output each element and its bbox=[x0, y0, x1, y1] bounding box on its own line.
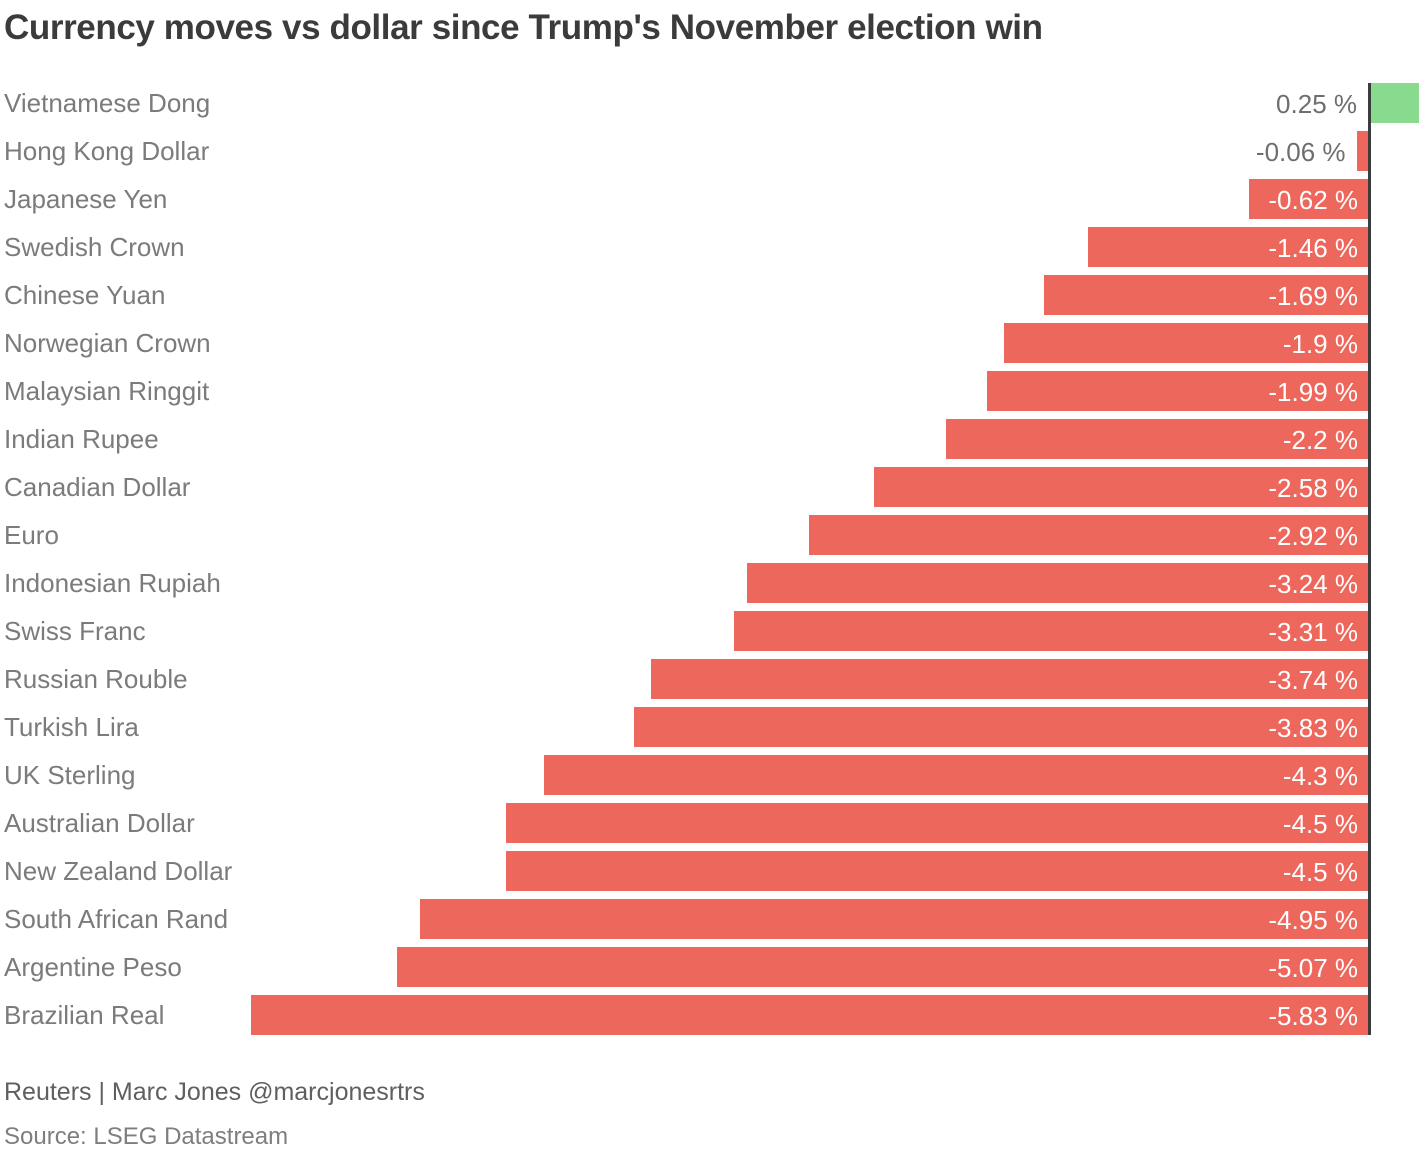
category-label: Norwegian Crown bbox=[4, 328, 211, 358]
category-label: Indonesian Rupiah bbox=[4, 568, 221, 598]
value-label: -3.74 % bbox=[1268, 665, 1358, 695]
category-label: Hong Kong Dollar bbox=[4, 136, 210, 166]
category-label: Canadian Dollar bbox=[4, 472, 191, 502]
bar bbox=[747, 563, 1368, 603]
category-label: Swedish Crown bbox=[4, 232, 185, 262]
value-label: 0.25 % bbox=[1276, 89, 1357, 119]
category-label: South African Rand bbox=[4, 904, 229, 934]
category-label: Argentine Peso bbox=[4, 952, 182, 982]
chart-row: Japanese Yen -0.62 % bbox=[0, 179, 1420, 219]
value-label: -1.9 % bbox=[1282, 329, 1358, 359]
category-label: Malaysian Ringgit bbox=[4, 376, 210, 406]
chart-row: Chinese Yuan -1.69 % bbox=[0, 275, 1420, 315]
value-label: -2.58 % bbox=[1268, 473, 1358, 503]
value-label: -0.06 % bbox=[1255, 137, 1346, 167]
chart-row: Euro -2.92 % bbox=[0, 515, 1420, 555]
category-label: Indian Rupee bbox=[4, 424, 159, 454]
bar bbox=[946, 419, 1368, 459]
bar bbox=[873, 467, 1368, 507]
chart-row: Brazilian Real -5.83 % bbox=[0, 995, 1420, 1035]
value-label: -5.83 % bbox=[1268, 1001, 1358, 1031]
bar bbox=[1003, 323, 1368, 363]
chart-row: Vietnamese Dong 0.25 % bbox=[0, 83, 1420, 123]
category-label: Russian Rouble bbox=[4, 664, 188, 694]
value-label: -5.07 % bbox=[1268, 953, 1358, 983]
value-label: -4.5 % bbox=[1282, 809, 1358, 839]
chart-title: Currency moves vs dollar since Trump's N… bbox=[4, 8, 1043, 47]
bar bbox=[733, 611, 1368, 651]
category-label: Japanese Yen bbox=[4, 184, 168, 214]
value-label: -0.62 % bbox=[1268, 185, 1358, 215]
chart-row: Turkish Lira -3.83 % bbox=[0, 707, 1420, 747]
chart-row: Indian Rupee -2.2 % bbox=[0, 419, 1420, 459]
bar bbox=[808, 515, 1368, 555]
chart-row: New Zealand Dollar -4.5 % bbox=[0, 851, 1420, 891]
chart-row: Indonesian Rupiah -3.24 % bbox=[0, 563, 1420, 603]
bar bbox=[986, 371, 1368, 411]
chart-row: Swedish Crown -1.46 % bbox=[0, 227, 1420, 267]
bar bbox=[1088, 227, 1368, 267]
source-credit: Source: LSEG Datastream bbox=[4, 1123, 289, 1150]
value-label: -4.95 % bbox=[1268, 905, 1358, 935]
bar bbox=[1371, 83, 1419, 123]
byline: Reuters | Marc Jones @marcjonesrtrs bbox=[4, 1078, 425, 1106]
category-label: Australian Dollar bbox=[4, 808, 195, 838]
bar bbox=[1356, 131, 1368, 171]
chart-row: Russian Rouble -3.74 % bbox=[0, 659, 1420, 699]
chart-row: Argentine Peso -5.07 % bbox=[0, 947, 1420, 987]
chart-row: Malaysian Ringgit -1.99 % bbox=[0, 371, 1420, 411]
chart-row: Hong Kong Dollar -0.06 % bbox=[0, 131, 1420, 171]
value-label: -4.3 % bbox=[1282, 761, 1358, 791]
zero-axis-line bbox=[1368, 83, 1371, 1035]
chart-row: South African Rand -4.95 % bbox=[0, 899, 1420, 939]
value-label: -1.69 % bbox=[1268, 281, 1358, 311]
bar bbox=[1044, 275, 1368, 315]
bar bbox=[634, 707, 1368, 747]
chart-row: Australian Dollar -4.5 % bbox=[0, 803, 1420, 843]
bar bbox=[651, 659, 1368, 699]
chart-row: Swiss Franc -3.31 % bbox=[0, 611, 1420, 651]
chart-row: Canadian Dollar -2.58 % bbox=[0, 467, 1420, 507]
value-label: -2.2 % bbox=[1282, 425, 1358, 455]
bar bbox=[250, 995, 1368, 1035]
category-label: Chinese Yuan bbox=[4, 280, 166, 310]
value-label: -2.92 % bbox=[1268, 521, 1358, 551]
bar bbox=[1249, 179, 1368, 219]
value-label: -4.5 % bbox=[1282, 857, 1358, 887]
category-label: Euro bbox=[4, 520, 59, 550]
bar bbox=[419, 899, 1368, 939]
chart-row: Norwegian Crown -1.9 % bbox=[0, 323, 1420, 363]
category-label: Turkish Lira bbox=[4, 712, 139, 742]
value-label: -3.24 % bbox=[1268, 569, 1358, 599]
category-label: Brazilian Real bbox=[4, 1000, 165, 1030]
category-label: Vietnamese Dong bbox=[4, 88, 211, 118]
chart-row: UK Sterling -4.3 % bbox=[0, 755, 1420, 795]
category-label: Swiss Franc bbox=[4, 616, 146, 646]
value-label: -1.99 % bbox=[1268, 377, 1358, 407]
category-label: UK Sterling bbox=[4, 760, 136, 790]
value-label: -3.31 % bbox=[1268, 617, 1358, 647]
value-label: -1.46 % bbox=[1268, 233, 1358, 263]
category-label: New Zealand Dollar bbox=[4, 856, 233, 886]
bar bbox=[505, 851, 1368, 891]
value-label: -3.83 % bbox=[1268, 713, 1358, 743]
bar bbox=[544, 755, 1368, 795]
bar bbox=[505, 803, 1368, 843]
bar bbox=[396, 947, 1368, 987]
